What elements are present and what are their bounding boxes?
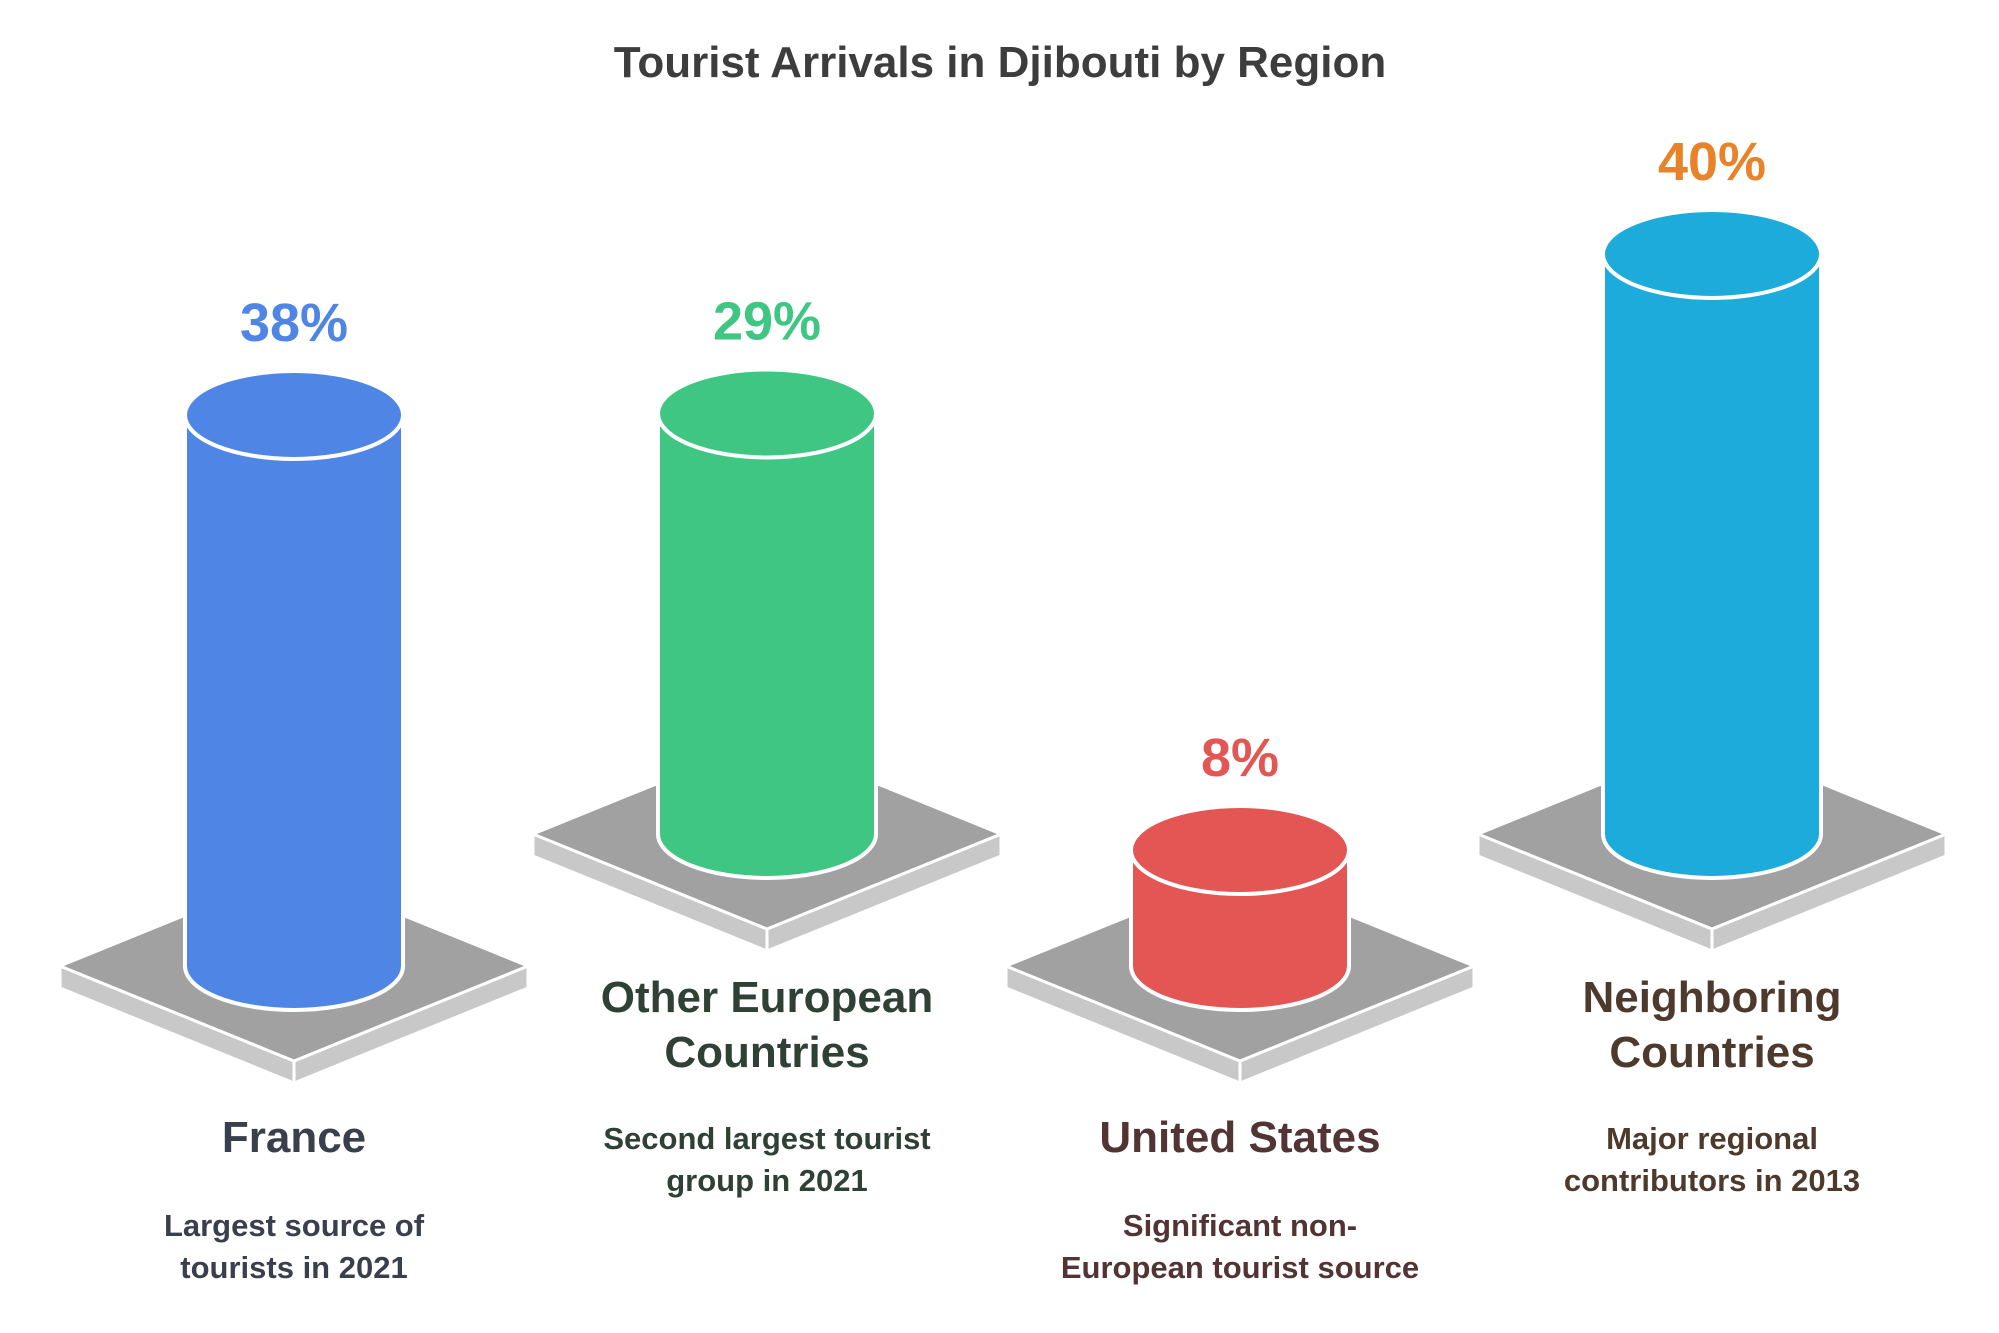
bar-group: 29% Other European Countries Second largest…: [531, 292, 1003, 1198]
bar-top: [1601, 208, 1823, 300]
category-label: Neighboring: [1582, 973, 1841, 1022]
bar-group: 8% United States Significant non- European …: [1004, 728, 1476, 1285]
bar-group: 38% France Largest source of tourists in 20…: [58, 293, 530, 1285]
category-label: United States: [1099, 1113, 1380, 1162]
category-description: Second largest tourist: [603, 1121, 930, 1156]
category-label: Countries: [664, 1028, 869, 1077]
category-description: group in 2021: [666, 1163, 868, 1198]
category-label: France: [222, 1113, 366, 1162]
bar: [183, 413, 405, 1012]
category-description: European tourist source: [1061, 1250, 1419, 1285]
data-label: 8%: [1201, 728, 1279, 788]
category-description: tourists in 2021: [180, 1250, 407, 1285]
bar-group: 40% Neighboring Countries Major regional con…: [1476, 132, 1948, 1198]
data-label: 38%: [240, 293, 348, 353]
category-description: Significant non-: [1123, 1208, 1357, 1243]
data-label: 29%: [713, 292, 821, 352]
category-description: contributors in 2013: [1564, 1163, 1860, 1198]
bar-top: [183, 369, 405, 461]
bar-top: [1129, 804, 1351, 896]
bar: [1601, 252, 1823, 880]
bar: [656, 411, 878, 880]
category-label: Countries: [1609, 1028, 1814, 1077]
category-description: Major regional: [1606, 1121, 1818, 1156]
category-description: Largest source of: [164, 1208, 425, 1243]
data-label: 40%: [1658, 132, 1766, 192]
bar-top: [656, 367, 878, 460]
category-label: Other European: [601, 973, 934, 1022]
chart-title: Tourist Arrivals in Djibouti by Region: [614, 38, 1387, 87]
